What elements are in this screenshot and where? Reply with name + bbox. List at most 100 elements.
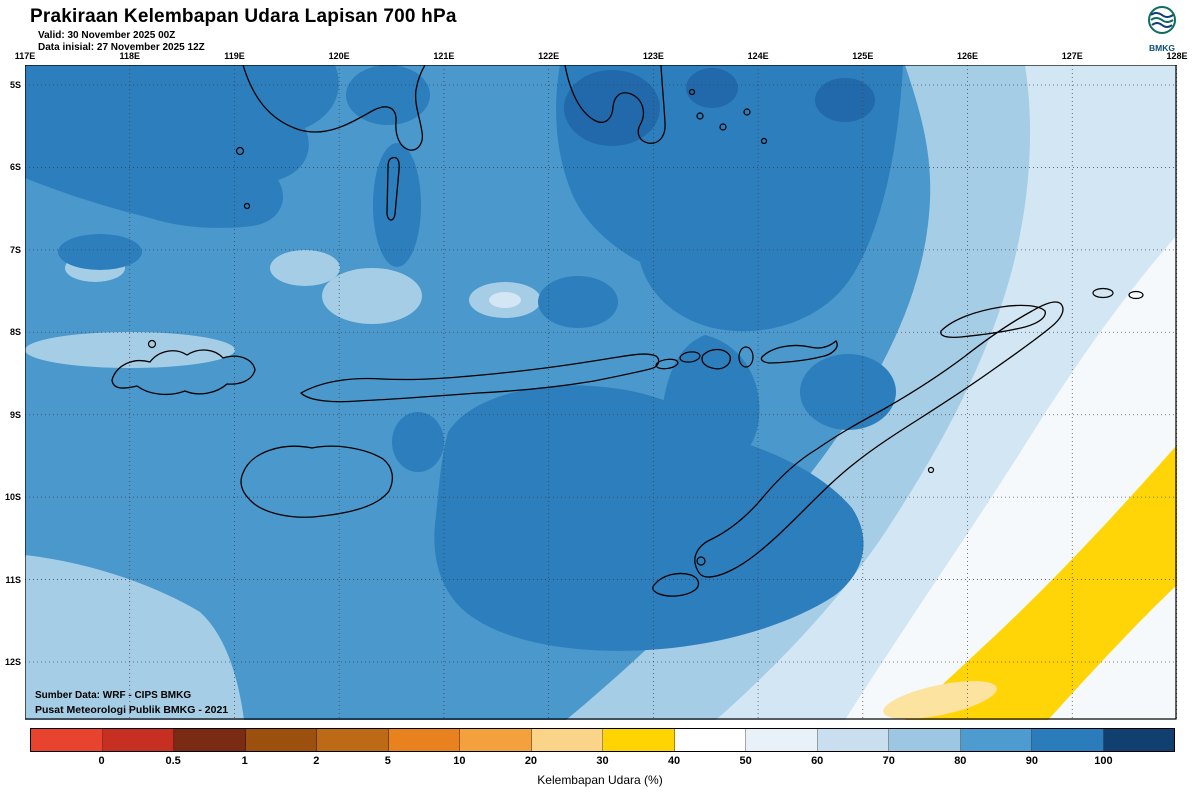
coastline-timor (694, 301, 1064, 578)
coastline-flores (300, 353, 660, 403)
colorbar-cell (317, 729, 389, 751)
contour-band-30-40 (905, 445, 1177, 720)
colorbar-cell (1032, 729, 1104, 751)
colorbar-tick-label: 100 (1094, 755, 1113, 767)
humidity-contours (25, 65, 1177, 720)
colorbar-cell (460, 729, 532, 751)
coastline-semau (696, 556, 706, 566)
contour-dark-spot-1 (58, 234, 142, 270)
islet-icon (688, 88, 696, 96)
contour-corner-40-50 (1068, 598, 1177, 720)
lon-tick-label: 117E (14, 51, 36, 61)
coastline-adonara (679, 351, 701, 363)
colorbar-tick-label: 90 (1025, 755, 1038, 767)
bmkg-logo-icon (1148, 6, 1176, 34)
colorbar-tick-label: 60 (811, 755, 824, 767)
contour-dark-spot-4 (538, 276, 618, 328)
islet-icon (719, 123, 727, 131)
coastline-sumbawa (111, 349, 256, 396)
islet-icon (743, 108, 751, 116)
coastline-sumba (240, 445, 394, 518)
coastline-alor (760, 340, 838, 364)
lat-tick-label: 11S (5, 574, 21, 585)
contour-deep-spot-3 (815, 78, 875, 122)
lon-tick-label: 128E (1166, 51, 1188, 61)
lat-tick-label: 10S (4, 492, 21, 503)
contour-dark-spot-5 (392, 412, 444, 472)
contour-dark-spot-3 (800, 354, 896, 430)
lon-tick-label: 118E (119, 51, 140, 61)
lon-tick-label: 124E (747, 51, 769, 61)
lon-tick-label: 119E (224, 51, 245, 61)
coastlines (111, 65, 1144, 597)
colorbar-tick-label: 0.5 (165, 755, 181, 767)
page-title: Prakiraan Kelembapan Udara Lapisan 700 h… (30, 6, 457, 27)
coastline-selayar (386, 156, 400, 221)
islet-icon (696, 112, 704, 120)
colorbar-tick-label: 2 (313, 755, 320, 767)
lon-tick-label: 120E (328, 51, 350, 61)
contour-dark-strip (373, 143, 421, 267)
colorbar-cell (817, 729, 889, 751)
colorbar-caption: Kelembapan Udara (%) (537, 773, 663, 787)
coastline-wetar (940, 304, 1046, 338)
contour-dark-nw (25, 65, 339, 228)
data-source: Sumber Data: WRF - CIPS BMKG (35, 690, 192, 701)
coastline-rote (652, 572, 700, 597)
contour-dark-central (434, 385, 864, 651)
colorbar-tick-label: 10 (453, 755, 466, 767)
coastline-solor (655, 358, 679, 370)
colorbar-cell (746, 729, 818, 751)
lon-tick-label: 126E (957, 51, 979, 61)
contour-lens-5-core (489, 292, 521, 308)
colorbar-cell (603, 729, 675, 751)
lat-tick-label: 6S (9, 162, 21, 173)
colorbar-cell (174, 729, 246, 751)
colorbar-tick-label: 80 (954, 755, 967, 767)
lon-tick-label: 127E (1061, 51, 1083, 61)
contour-deep-spot-2 (686, 68, 738, 108)
colorbar-cell (531, 729, 603, 751)
coastline-sawu (927, 466, 935, 474)
lat-tick-label: 5S (9, 80, 21, 90)
contour-lens-4 (270, 250, 340, 286)
coastline-sulawesi-sw (242, 65, 426, 151)
colorbar-tick-label: 40 (667, 755, 681, 767)
colorbar-tick-label: 20 (524, 755, 538, 767)
contour-dark-spot-2 (346, 65, 430, 125)
colorbar-tick-label: 30 (596, 755, 609, 767)
lon-tick-label: 122E (538, 51, 560, 61)
map-frame (25, 65, 1177, 720)
lon-tick-label: 123E (642, 51, 664, 61)
colorbar-cell (31, 729, 103, 751)
islet-icon (243, 202, 251, 210)
lon-tick-label: 121E (433, 51, 455, 61)
bmkg-logo: BMKG (1138, 3, 1186, 53)
contour-wedge-sw (25, 555, 244, 720)
publisher: Pusat Meteorologi Publik BMKG - 2021 (35, 704, 229, 716)
colorbar-tick-label: 0 (98, 755, 105, 767)
colorbar (30, 728, 1175, 752)
colorbar-cell (102, 729, 174, 751)
islet-icon (760, 137, 768, 145)
colorbar-cell (1103, 729, 1174, 751)
islet-icon (1128, 290, 1144, 300)
lat-tick-label: 12S (4, 657, 21, 667)
init-time: Data inisial: 27 November 2025 12Z (38, 42, 205, 53)
contour-blob-20-30 (883, 681, 997, 719)
lat-tick-label: 7S (9, 244, 21, 255)
coastline-pantar (738, 346, 754, 368)
colorbar-cell (388, 729, 460, 751)
colorbar-ticks: 0 0.5 1 2 5 10 20 30 40 50 60 70 80 90 100 (30, 755, 1175, 769)
islet-icon (1092, 287, 1114, 299)
lat-tick-label: 9S (9, 409, 21, 420)
bmkg-logo-label: BMKG (1149, 43, 1175, 53)
islet-icon (147, 339, 157, 349)
lat-tick-label: 8S (9, 327, 21, 338)
coastline-sulawesi-se (564, 65, 666, 144)
colorbar-tick-label: 70 (882, 755, 895, 767)
contour-deep-spot-1 (564, 70, 660, 146)
colorbar-tick-label: 50 (739, 755, 752, 767)
valid-time: Valid: 30 November 2025 00Z (38, 30, 176, 41)
